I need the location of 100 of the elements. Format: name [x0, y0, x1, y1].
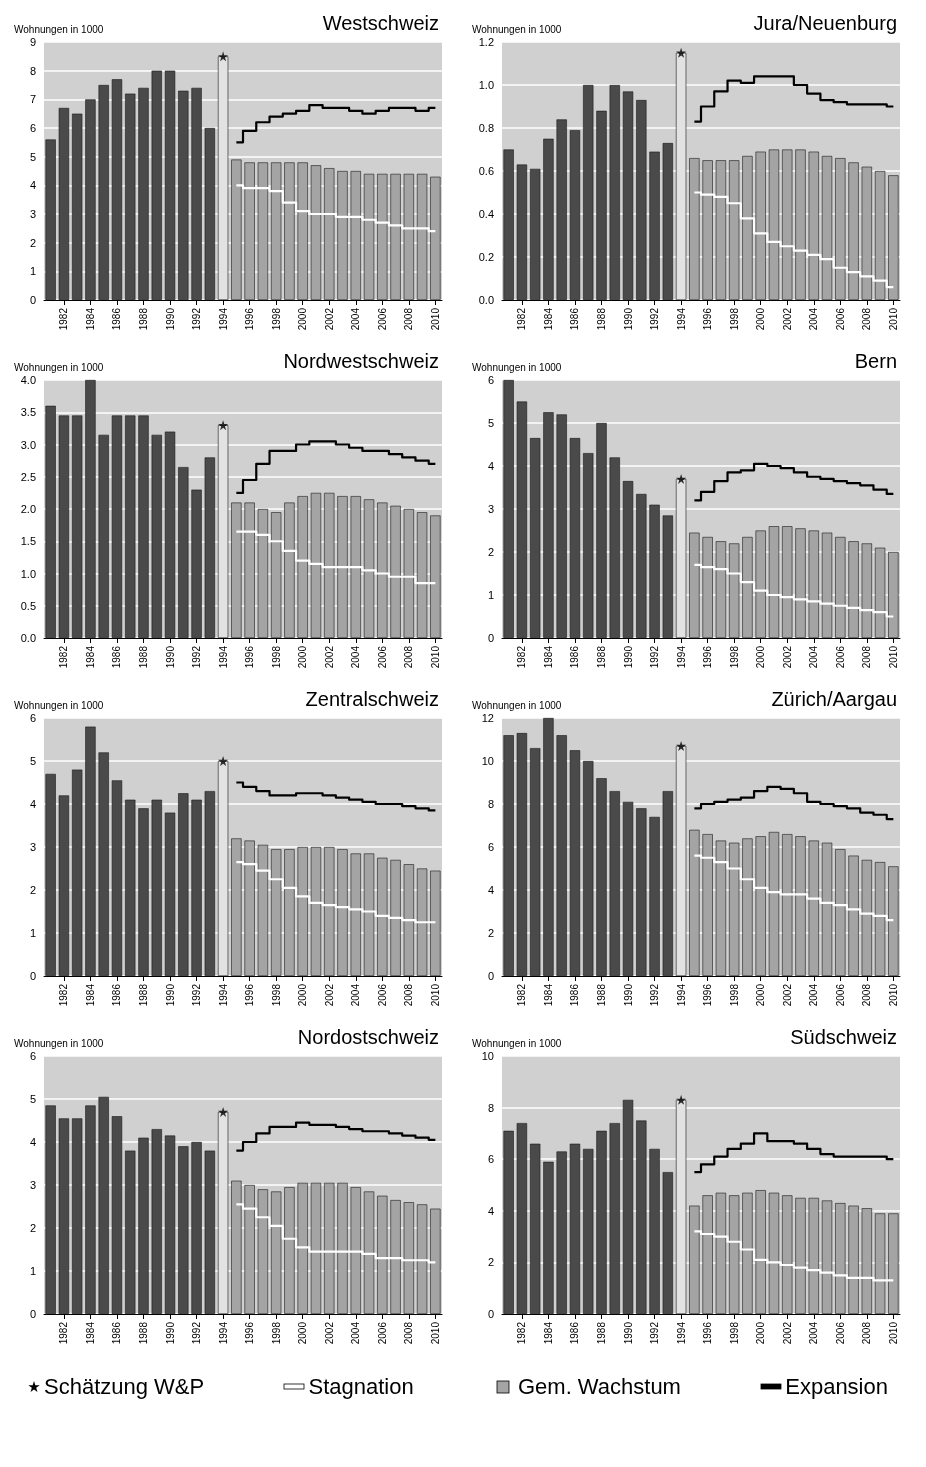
bar	[835, 158, 846, 300]
bar	[284, 502, 295, 638]
bar	[609, 85, 620, 300]
bar	[543, 138, 554, 300]
bar	[543, 1161, 554, 1314]
y-tick-label: 3.0	[20, 438, 36, 451]
bar	[125, 1150, 136, 1314]
bar	[98, 1096, 109, 1314]
x-tick-label: 1986	[569, 645, 581, 669]
bar	[363, 173, 375, 300]
x-tick-label: 1994	[675, 307, 687, 331]
x-tick-label: 2000	[297, 645, 309, 669]
x-tick-label: 1986	[111, 645, 123, 669]
x-tick-label: 1998	[728, 307, 740, 331]
x-tick-label: 1988	[138, 307, 149, 331]
bar	[516, 733, 528, 976]
x-tick-label: 2002	[781, 1321, 793, 1345]
bar	[377, 857, 388, 976]
x-tick-label: 1982	[58, 645, 70, 669]
bar	[795, 1197, 806, 1314]
bar	[58, 1118, 70, 1314]
bar	[71, 769, 83, 976]
bar	[244, 840, 255, 976]
x-tick-label: 1994	[675, 983, 687, 1007]
legend-label: Expansion	[785, 1374, 888, 1400]
x-tick-label: 2000	[297, 307, 309, 331]
bar	[622, 1099, 634, 1314]
chart-title: Jura/Neuenburg	[753, 12, 898, 34]
bar	[675, 52, 687, 300]
x-tick-label: 2008	[861, 1321, 873, 1345]
y-tick-label: 2	[487, 1256, 494, 1269]
x-tick-label: 2010	[429, 645, 441, 669]
x-tick-label: 1982	[516, 1321, 528, 1345]
y-tick-label: 3	[29, 208, 36, 220]
bar	[649, 816, 660, 976]
bar	[204, 1150, 216, 1314]
legend-label: Schätzung W&P	[44, 1374, 205, 1400]
x-tick-label: 2004	[808, 1321, 820, 1345]
bar	[377, 1195, 388, 1314]
bar	[178, 467, 189, 638]
y-tick-label: 10	[481, 1050, 494, 1062]
y-tick-label: 3	[29, 1179, 36, 1191]
bar	[244, 1185, 255, 1314]
y-tick-label: 1	[487, 589, 494, 601]
bar	[609, 1123, 620, 1314]
y-tick-label: 1	[29, 265, 36, 278]
bar	[164, 1135, 176, 1314]
bar	[45, 1105, 56, 1314]
y-axis-title: Wohnungen in 1000	[14, 1037, 104, 1049]
x-tick-label: 1988	[596, 983, 607, 1007]
x-tick-label: 1994	[217, 983, 229, 1007]
x-tick-label: 1992	[191, 1321, 203, 1345]
y-tick-label: 4	[487, 884, 494, 896]
bar	[768, 149, 780, 300]
bar	[85, 1105, 96, 1314]
y-tick-label: 2	[29, 236, 36, 249]
x-tick-label: 1984	[542, 307, 554, 331]
x-tick-label: 1984	[542, 645, 554, 669]
x-tick-label: 1988	[138, 983, 149, 1007]
y-tick-label: 1.2	[478, 36, 494, 48]
bar	[728, 842, 740, 976]
bar	[596, 110, 607, 300]
bar	[782, 526, 793, 638]
y-tick-label: 5	[29, 1093, 36, 1105]
bar	[217, 425, 229, 638]
bar	[45, 405, 56, 638]
bar	[821, 842, 833, 976]
bar	[284, 849, 295, 976]
bar	[403, 173, 415, 300]
x-tick-label: 2000	[755, 1321, 767, 1345]
y-tick-label: 6	[487, 1153, 494, 1166]
x-tick-label: 2008	[403, 983, 415, 1007]
bar	[204, 128, 216, 300]
x-tick-label: 1994	[217, 645, 229, 669]
bar	[808, 840, 819, 976]
bar	[191, 87, 202, 300]
y-tick-label: 3	[29, 841, 36, 853]
y-tick-label: 2	[29, 884, 36, 896]
x-tick-label: 1992	[649, 645, 661, 669]
bar	[138, 808, 149, 976]
x-tick-label: 2006	[834, 307, 846, 331]
y-tick-label: 0.6	[478, 165, 494, 177]
bar	[430, 515, 441, 638]
x-tick-label: 1998	[270, 983, 282, 1007]
bar	[622, 801, 634, 976]
bar	[622, 481, 634, 638]
bar	[270, 512, 282, 638]
x-tick-label: 2006	[834, 983, 846, 1007]
bar	[350, 496, 361, 638]
bar	[85, 380, 96, 638]
bar	[675, 745, 687, 976]
bar	[231, 502, 242, 638]
x-tick-label: 2008	[861, 645, 873, 669]
bar	[270, 849, 282, 976]
y-tick-label: 0	[29, 294, 36, 306]
bar	[503, 735, 514, 976]
bar	[861, 1208, 873, 1314]
bar	[728, 1195, 740, 1314]
x-tick-label: 1984	[84, 645, 96, 669]
x-tick-label: 2006	[376, 1321, 388, 1345]
